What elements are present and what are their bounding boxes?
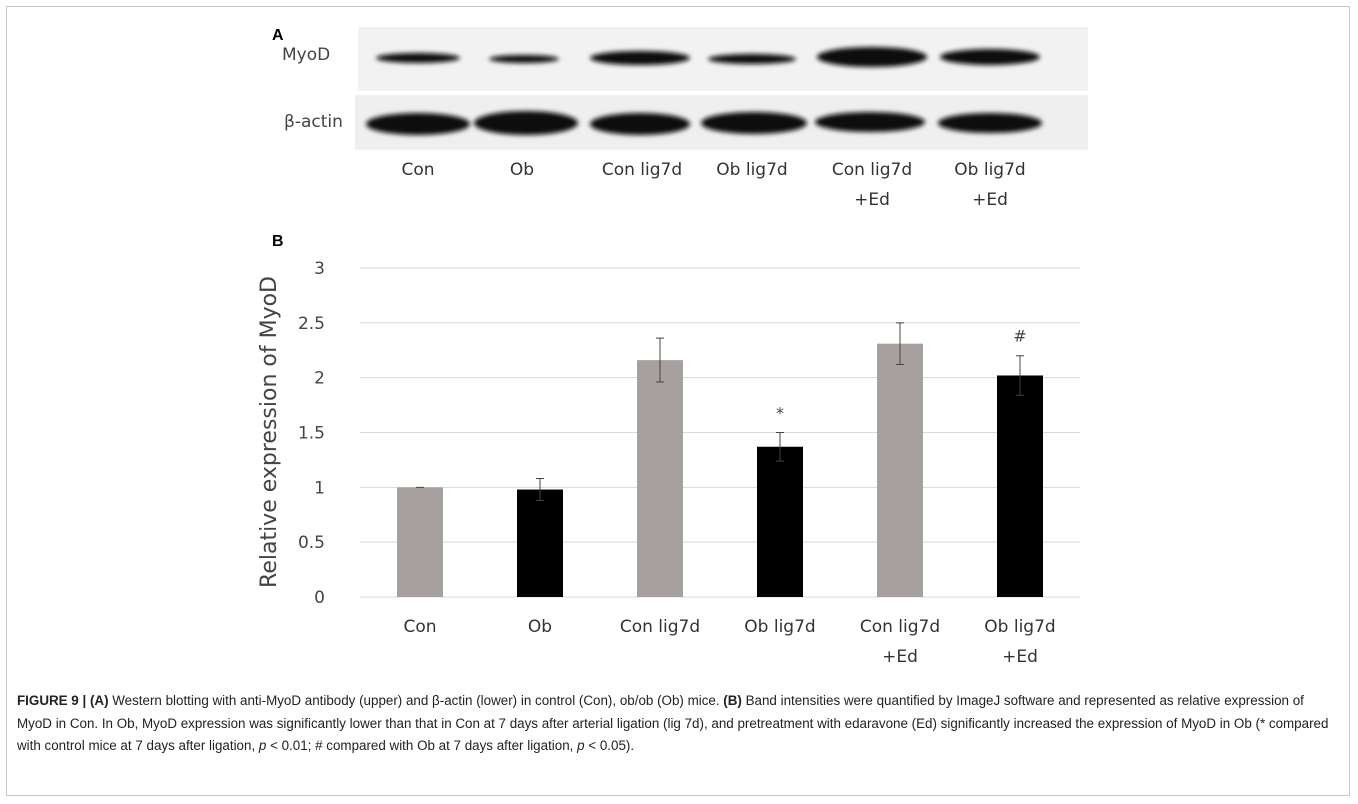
caption-run: < 0.01; # compared with Ob at 7 days aft… <box>266 738 577 753</box>
lane-label: Ob lig7d <box>716 155 787 185</box>
blot-band <box>376 53 460 63</box>
blot-band <box>815 112 925 132</box>
figure: A MyoD β-actin B Relative expression o <box>0 0 1358 804</box>
lane-label: Ob <box>510 155 534 185</box>
bar <box>877 344 923 597</box>
x-tick-label: Con lig7d +Ed <box>860 612 940 672</box>
blot-band <box>590 51 690 65</box>
x-tick-label: Con <box>403 612 436 642</box>
y-tick-label: 1.5 <box>298 424 325 444</box>
blot-band <box>701 112 807 134</box>
blot-band <box>474 111 578 135</box>
y-tick-label: 0.5 <box>298 533 325 553</box>
caption-run: < 0.05). <box>585 738 635 753</box>
y-tick-label: 3 <box>314 259 325 279</box>
blot <box>355 27 1088 150</box>
bar <box>757 447 803 597</box>
lane-label: Ob lig7d +Ed <box>954 155 1025 215</box>
lane-label: Con <box>401 155 434 185</box>
lane-label: Con lig7d +Ed <box>832 155 912 215</box>
plot: 0 0.5 1 1.5 2 2.5 3 * # <box>298 259 1080 608</box>
significance-mark: * <box>776 404 784 423</box>
bar <box>517 490 563 597</box>
blot-band <box>817 47 927 67</box>
x-tick-label: Con lig7d <box>620 612 700 642</box>
caption-run: (B) <box>723 693 742 708</box>
x-tick-label: Ob lig7d <box>744 612 815 642</box>
caption-run: Western blotting with anti-MyoD antibody… <box>109 693 724 708</box>
y-axis-title: Relative expression of MyoD <box>257 276 282 588</box>
panel-label: B <box>272 233 284 250</box>
x-tick-label: Ob lig7d +Ed <box>984 612 1055 672</box>
caption-run: FIGURE 9 | (A) <box>17 693 109 708</box>
blot-band <box>489 55 559 63</box>
x-tick-label: Ob <box>528 612 552 642</box>
blot-band <box>940 49 1040 65</box>
blot-row-label: MyoD <box>282 45 330 65</box>
blot-band <box>366 113 470 135</box>
lane-label: Con lig7d <box>602 155 682 185</box>
blot-row-label: β-actin <box>284 112 343 132</box>
bar <box>997 375 1043 597</box>
blot-band <box>590 113 690 135</box>
y-tick-label: 1 <box>314 478 325 498</box>
blot-band <box>938 113 1042 133</box>
y-tick-label: 0 <box>314 588 325 608</box>
bar <box>397 487 443 597</box>
blot-band <box>708 54 796 64</box>
y-tick-label: 2 <box>314 369 325 389</box>
panel-label: A <box>272 27 284 44</box>
figure-graphics: A MyoD β-actin B Relative expression o <box>0 0 1358 690</box>
caption: FIGURE 9 | (A) Western blotting with ant… <box>17 690 1342 758</box>
y-tick-label: 2.5 <box>298 314 325 334</box>
bar <box>637 360 683 597</box>
caption-run: p <box>577 738 584 753</box>
significance-mark: # <box>1013 327 1026 346</box>
